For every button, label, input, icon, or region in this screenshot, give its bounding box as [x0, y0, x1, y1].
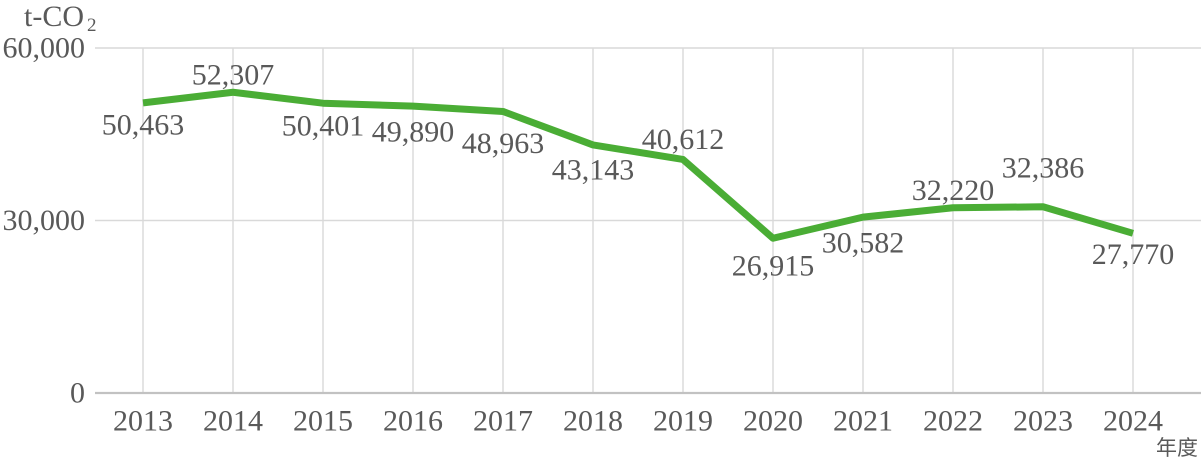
- emissions-line: [142, 88, 1134, 242]
- x-tick-label: 2024: [1103, 405, 1163, 438]
- value-label: 30,582: [822, 227, 905, 260]
- y-tick-label: 0: [70, 377, 85, 410]
- value-label: 52,307: [192, 59, 275, 92]
- value-label: 50,401: [282, 110, 365, 143]
- x-tick-label: 2019: [653, 405, 713, 438]
- x-tick-label: 2017: [473, 405, 533, 438]
- value-label: 48,963: [462, 127, 545, 160]
- x-tick-label: 2018: [563, 405, 623, 438]
- x-tick-label: 2021: [833, 405, 893, 438]
- y-axis-unit-text: t-CO: [24, 0, 84, 33]
- y-axis-unit-label: t-CO 2: [24, 0, 97, 37]
- y-axis-unit-subscript: 2: [87, 15, 97, 36]
- x-tick-label: 2016: [383, 405, 443, 438]
- y-tick-label: 30,000: [3, 204, 86, 237]
- x-tick-label: 2015: [293, 405, 353, 438]
- x-tick-label: 2023: [1013, 405, 1073, 438]
- x-tick-label: 2022: [923, 405, 983, 438]
- value-label: 32,220: [912, 174, 995, 207]
- value-label: 40,612: [642, 123, 725, 156]
- value-label: 27,770: [1092, 238, 1175, 271]
- x-tick-label: 2013: [113, 405, 173, 438]
- value-label: 26,915: [732, 250, 815, 283]
- value-label: 50,463: [102, 108, 185, 141]
- value-label: 43,143: [552, 153, 635, 186]
- x-tick-label: 2020: [743, 405, 803, 438]
- y-tick-label: 60,000: [3, 32, 86, 65]
- value-label: 49,890: [372, 116, 455, 149]
- value-label: 32,386: [1002, 151, 1085, 184]
- x-axis-title: 年度: [1156, 436, 1198, 460]
- x-tick-label: 2014: [203, 405, 263, 438]
